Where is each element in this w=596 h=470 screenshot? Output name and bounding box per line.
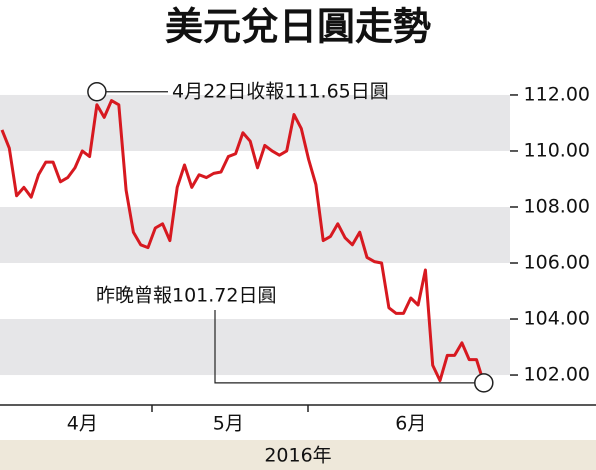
bands xyxy=(0,94,510,376)
x-tick-label: 4月 xyxy=(67,413,98,435)
annotation: 昨晚曾報101.72日圓 xyxy=(96,285,276,307)
grid-band xyxy=(0,319,510,376)
y-tick-label: 110.00 xyxy=(524,139,590,161)
x-tick-label: 6月 xyxy=(395,413,426,435)
y-tick-label: 104.00 xyxy=(524,308,590,330)
y-tick-label: 102.00 xyxy=(524,364,590,386)
y-tick-label: 108.00 xyxy=(524,195,590,217)
x-axis-label: 2016年 xyxy=(264,445,331,467)
x-label-band xyxy=(0,440,596,470)
annotation-marker xyxy=(474,373,494,393)
series-line xyxy=(0,99,486,384)
annotation-leader xyxy=(214,310,475,384)
y-tick-label: 112.00 xyxy=(524,83,590,105)
x-tick-label: 5月 xyxy=(213,413,244,435)
annotation-marker xyxy=(87,82,107,102)
chart-title: 美元兌日圓走勢 xyxy=(165,4,431,49)
y-tick-label: 106.00 xyxy=(524,252,590,274)
grid-band xyxy=(0,94,510,151)
grid-band xyxy=(0,206,510,264)
annotation: 4月22日收報111.65日圓 xyxy=(172,80,389,102)
